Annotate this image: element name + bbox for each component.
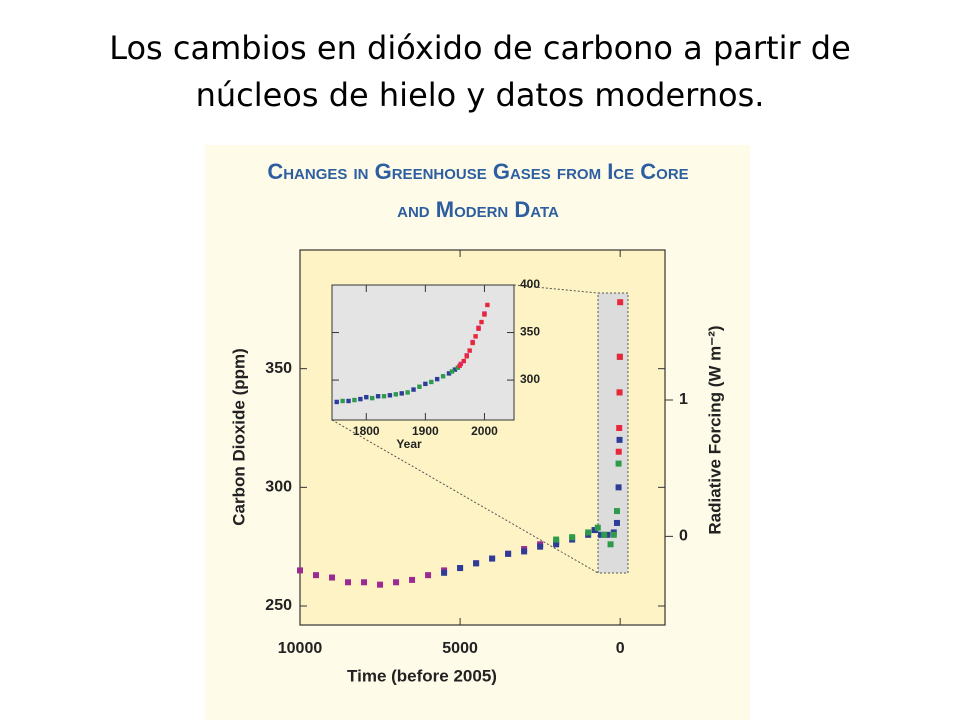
chart-title: Changes in Greenhouse Gases from Ice Cor… [267, 159, 688, 184]
data-point [616, 389, 623, 396]
y-tick-label: 300 [265, 479, 292, 496]
chart-title: and Modern Data [397, 197, 559, 222]
data-point [297, 567, 303, 574]
data-point [425, 572, 432, 579]
data-point [457, 363, 462, 369]
data-point [361, 579, 368, 586]
data-point [607, 541, 614, 548]
y-tick-label: 350 [265, 360, 292, 377]
data-point [449, 369, 455, 374]
data-point [616, 353, 623, 360]
data-point [405, 390, 410, 395]
data-point [446, 371, 452, 376]
data-point [521, 548, 528, 555]
data-point [591, 527, 598, 534]
data-point [464, 354, 469, 359]
data-point [440, 374, 446, 379]
data-point [423, 381, 428, 387]
data-point [485, 302, 490, 308]
data-point [613, 519, 620, 526]
data-point [393, 392, 399, 397]
data-point [461, 358, 466, 364]
data-point [411, 387, 416, 392]
data-point [393, 579, 400, 586]
data-point [441, 569, 448, 576]
data-point [381, 394, 387, 399]
data-point [553, 536, 560, 543]
data-point [615, 448, 622, 455]
zoom-connector [331, 419, 599, 574]
data-point [467, 348, 472, 353]
data-point [482, 312, 487, 317]
data-point [470, 340, 475, 346]
data-point [601, 531, 608, 538]
data-point [604, 531, 611, 538]
data-point [613, 508, 620, 515]
data-point [364, 394, 369, 400]
data-point [346, 398, 351, 404]
x-tick-label: 5000 [442, 640, 478, 657]
data-point [334, 399, 339, 405]
data-point [340, 398, 345, 404]
data-point [610, 531, 617, 538]
data-point [352, 397, 357, 403]
y2-tick-label: 0 [679, 528, 688, 545]
data-point [387, 393, 393, 398]
inset-x-axis-label: Year [396, 437, 422, 451]
x-tick-label: 10000 [278, 640, 323, 657]
data-point [375, 394, 381, 399]
data-point [597, 531, 604, 538]
data-point [313, 572, 320, 579]
data-point [358, 396, 363, 402]
y-tick-label: 250 [265, 597, 292, 614]
x-tick-label: 2000 [471, 424, 498, 438]
data-point [617, 299, 624, 306]
data-point [473, 560, 480, 567]
data-point [489, 555, 496, 562]
x-tick-label: 1900 [412, 424, 439, 438]
slide-title: Los cambios en dióxido de carbono a part… [109, 29, 851, 67]
y-tick-label: 300 [520, 372, 540, 386]
data-point [429, 379, 434, 385]
data-point [377, 581, 384, 588]
data-point [616, 436, 623, 443]
data-point [345, 579, 352, 586]
y-tick-label: 350 [520, 325, 540, 339]
y-tick-label: 400 [520, 277, 540, 291]
data-point [594, 524, 601, 531]
data-point [585, 529, 592, 536]
slide-title: núcleos de hielo y datos modernos. [196, 76, 765, 114]
data-point [615, 460, 622, 467]
data-point [479, 319, 484, 325]
zoom-box [597, 292, 629, 574]
data-point [537, 543, 544, 550]
data-point [615, 484, 622, 491]
data-point [434, 376, 440, 382]
data-point [569, 534, 576, 541]
y2-axis-label: Radiative Forcing (W m⁻²) [705, 325, 724, 534]
data-point [505, 550, 512, 557]
data-point [399, 391, 404, 396]
data-point [616, 425, 623, 432]
data-point [457, 565, 464, 572]
data-point [369, 395, 375, 401]
x-tick-label: 0 [616, 640, 625, 657]
x-axis-label: Time (before 2005) [347, 666, 497, 685]
data-point [473, 334, 478, 339]
data-point [553, 541, 560, 548]
data-point [409, 576, 416, 583]
y2-tick-label: 1 [679, 391, 688, 408]
x-tick-label: 1800 [353, 424, 380, 438]
data-point [476, 326, 481, 331]
data-point [329, 574, 336, 581]
y-axis-label: Carbon Dioxide (ppm) [229, 348, 248, 526]
data-point [417, 384, 422, 389]
data-point [452, 367, 458, 372]
